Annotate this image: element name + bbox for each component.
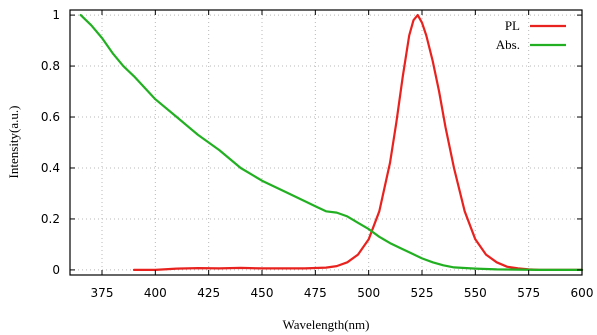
x-tick-label: 400 — [144, 286, 167, 300]
legend-label: Abs. — [496, 37, 520, 52]
axis-ticks: 375 400 425 450 475 500 525 550 575 600 0 0.2 0.4 0.6… — [41, 8, 594, 300]
legend: PL Abs. — [496, 18, 566, 52]
y-tick-label: 0.4 — [41, 161, 60, 175]
y-tick-label: 0.8 — [41, 59, 60, 73]
y-axis-title: Intensity(a.u.) — [6, 106, 21, 179]
x-tick-label: 525 — [411, 286, 434, 300]
series-layer — [79, 14, 584, 271]
plot-frame — [69, 9, 583, 276]
x-tick-label: 500 — [357, 286, 380, 300]
series-line-abs — [79, 14, 584, 271]
y-tick-label: 0 — [52, 263, 60, 277]
grid — [70, 10, 583, 275]
x-tick-label: 575 — [517, 286, 540, 300]
x-tick-label: 550 — [464, 286, 487, 300]
x-tick-label: 475 — [304, 286, 327, 300]
x-tick-label: 600 — [571, 286, 594, 300]
x-axis-title: Wavelength(nm) — [282, 317, 369, 332]
legend-label: PL — [505, 18, 520, 33]
y-tick-label: 0.6 — [41, 110, 60, 124]
y-tick-label: 1 — [52, 8, 60, 22]
x-tick-label: 425 — [197, 286, 220, 300]
x-tick-label: 375 — [91, 286, 114, 300]
series-line-pl — [132, 14, 584, 271]
y-tick-label: 0.2 — [41, 212, 60, 226]
x-tick-label: 450 — [251, 286, 274, 300]
